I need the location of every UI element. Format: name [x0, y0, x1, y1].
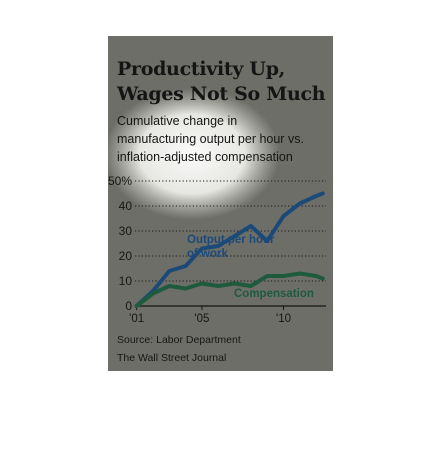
chart-title-line-1: Productivity Up,	[117, 58, 285, 80]
source-note: Source: Labor Department	[117, 334, 241, 346]
series-label: Compensation	[234, 288, 314, 300]
series-label: of work	[187, 248, 228, 260]
series-line-compensation	[134, 271, 325, 308]
y-tick-label: 0	[125, 299, 132, 313]
x-tick-label: '10	[276, 313, 291, 325]
chart-subtitle-line-3: inflation-adjusted compensation	[117, 150, 293, 164]
y-tick-label: 50%	[108, 174, 132, 188]
y-tick-label: 10	[119, 274, 133, 288]
y-tick-label: 40	[119, 199, 133, 213]
y-tick-label: 30	[119, 224, 133, 238]
chart-card: Productivity Up, Wages Not So Much Cumul…	[108, 36, 333, 371]
x-tick-label: '01	[129, 313, 144, 325]
chart-subtitle-line-1: Cumulative change in	[117, 114, 238, 128]
series-line-output-per-hour	[134, 191, 325, 308]
series-label: Output per hour	[187, 234, 275, 246]
publisher-credit: The Wall Street Journal	[117, 352, 227, 364]
x-tick-label: '05	[194, 313, 209, 325]
y-tick-label: 20	[119, 249, 133, 263]
line-chart: 50% 40 30 20 10 0'01 '05 '10 Output per hour of …	[108, 174, 326, 325]
chart-title-line-2: Wages Not So Much	[117, 83, 326, 105]
chart-subtitle-line-2: manufacturing output per hour vs.	[117, 132, 304, 146]
